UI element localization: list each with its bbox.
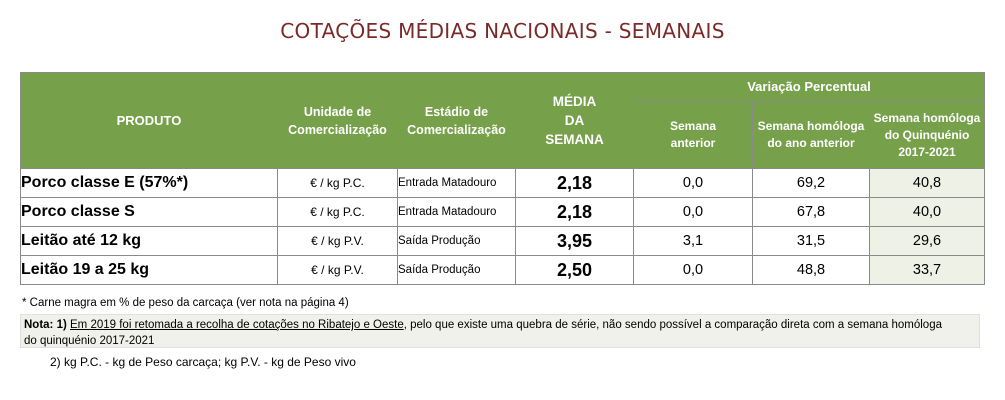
note-underlined-text: Em 2019 foi retomada a recolha de cotaçõ… xyxy=(70,319,404,331)
header-semana-homologa-ano: Semana homóloga do ano anterior xyxy=(752,101,870,169)
product-name: Porco classe S xyxy=(20,197,278,227)
note-label: Nota: 1) xyxy=(24,319,67,331)
product-name: Leitão 19 a 25 kg xyxy=(20,255,278,285)
header-media: MÉDIA DA SEMANA xyxy=(515,72,634,169)
change-quinquennium: 33,7 xyxy=(868,255,986,285)
change-previous-year: 67,8 xyxy=(752,197,870,227)
header-semana-homologa-quinquenio-line1: Semana homóloga xyxy=(873,110,981,125)
change-previous-week: 0,0 xyxy=(633,168,753,198)
page-title: COTAÇÕES MÉDIAS NACIONAIS - SEMANAIS xyxy=(280,19,725,43)
table-row: Leitão até 12 kg € / kg P.V. Saída Produ… xyxy=(20,226,986,256)
weekly-average: 2,50 xyxy=(515,255,634,285)
header-variacao: Variação Percentual xyxy=(632,72,986,102)
header-estadio-line2: Comercialização xyxy=(407,122,506,137)
header-semana-homologa-quinquenio-line3: 2017-2021 xyxy=(898,144,956,159)
table-row: Porco classe S € / kg P.C. Entrada Matad… xyxy=(20,197,986,227)
unit: € / kg P.V. xyxy=(277,255,398,285)
change-previous-year: 48,8 xyxy=(752,255,870,285)
header-produto: PRODUTO xyxy=(20,72,278,169)
header-semana-anterior: Semana anterior xyxy=(633,101,753,169)
header-semana-homologa-quinquenio: Semana homóloga do Quinquénio 2017-2021 xyxy=(868,101,986,169)
change-quinquennium: 40,0 xyxy=(868,197,986,227)
weekly-average: 2,18 xyxy=(515,168,634,198)
product-name: Porco classe E (57%*) xyxy=(20,168,278,198)
table-row: Leitão 19 a 25 kg € / kg P.V. Saída Prod… xyxy=(20,255,986,285)
change-quinquennium: 29,6 xyxy=(868,226,986,256)
change-previous-year: 69,2 xyxy=(752,168,870,198)
footnote: * Carne magra em % de peso da carcaça (v… xyxy=(22,297,349,309)
stage: Saída Produção xyxy=(397,226,516,256)
header-unidade-line2: Comercialização xyxy=(288,122,387,137)
unit: € / kg P.C. xyxy=(277,168,398,198)
stage: Saída Produção xyxy=(397,255,516,285)
change-previous-week: 3,1 xyxy=(633,226,753,256)
quotations-table: PRODUTO Unidade de Comercialização Estád… xyxy=(20,72,986,285)
header-estadio-line1: Estádio de xyxy=(424,104,489,119)
header-media-line3: SEMANA xyxy=(545,132,604,147)
change-previous-week: 0,0 xyxy=(633,197,753,227)
note-text-line2: do quinquénio 2017-2021 xyxy=(24,335,155,347)
header-unidade: Unidade de Comercialização xyxy=(277,72,398,169)
header-semana-homologa-ano-line2: do ano anterior xyxy=(767,136,855,150)
stage: Entrada Matadouro xyxy=(397,168,516,198)
product-name: Leitão até 12 kg xyxy=(20,226,278,256)
unit-legend: 2) kg P.C. - kg de Peso carcaça; kg P.V.… xyxy=(50,355,356,369)
header-unidade-line1: Unidade de xyxy=(303,104,372,119)
header-semana-homologa-ano-line1: Semana homóloga xyxy=(757,119,865,133)
change-previous-week: 0,0 xyxy=(633,255,753,285)
header-estadio: Estádio de Comercialização xyxy=(397,72,516,169)
stage: Entrada Matadouro xyxy=(397,197,516,227)
note-text: , pelo que existe uma quebra de série, n… xyxy=(403,319,942,331)
table-row: Porco classe E (57%*) € / kg P.C. Entrad… xyxy=(20,168,986,198)
header-media-line2: DA xyxy=(564,113,585,128)
note-box: Nota: 1) Em 2019 foi retomada a recolha … xyxy=(20,314,980,348)
header-semana-anterior-line2: anterior xyxy=(670,136,716,150)
unit: € / kg P.C. xyxy=(277,197,398,227)
unit: € / kg P.V. xyxy=(277,226,398,256)
weekly-average: 3,95 xyxy=(515,226,634,256)
weekly-average: 2,18 xyxy=(515,197,634,227)
change-quinquennium: 40,8 xyxy=(868,168,986,198)
change-previous-year: 31,5 xyxy=(752,226,870,256)
header-semana-homologa-quinquenio-line2: do Quinquénio xyxy=(884,127,970,142)
header-media-line1: MÉDIA xyxy=(552,94,597,109)
header-semana-anterior-line1: Semana xyxy=(669,119,717,133)
